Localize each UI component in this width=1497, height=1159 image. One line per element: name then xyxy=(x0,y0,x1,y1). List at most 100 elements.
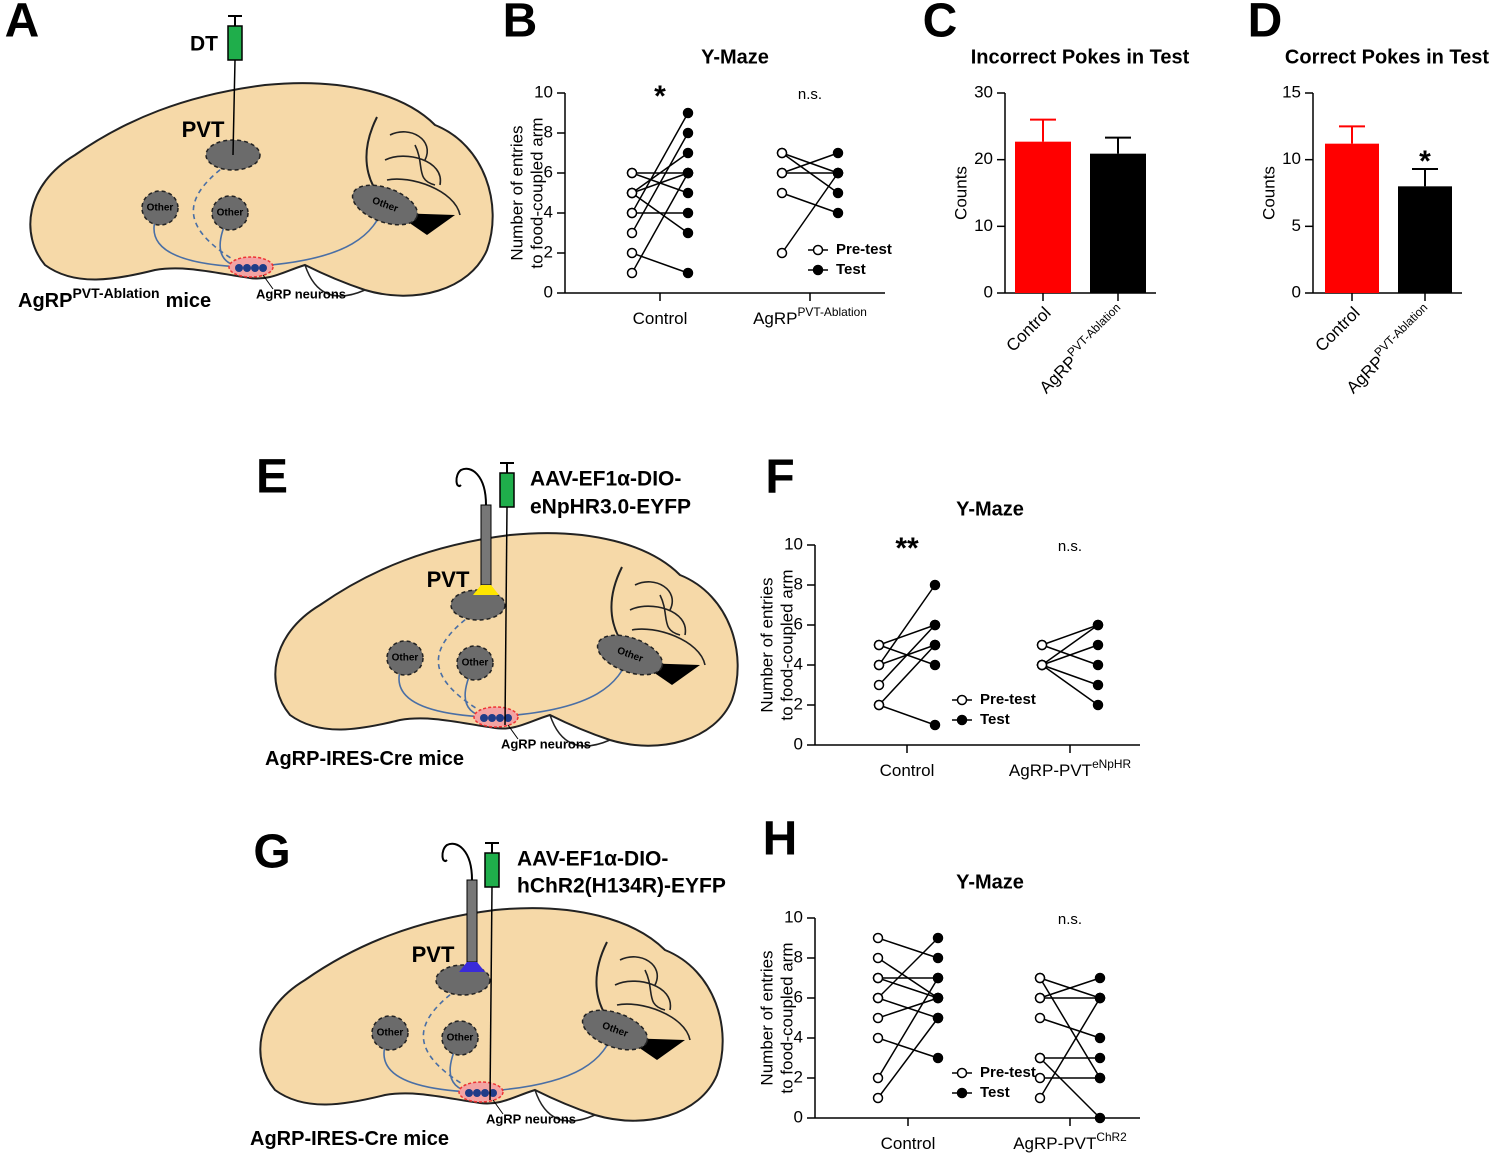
y-tick-label: 6 xyxy=(794,614,803,633)
y-axis-label: Counts xyxy=(951,166,970,220)
pre-test-point xyxy=(872,1092,884,1104)
test-point xyxy=(929,579,941,591)
x-tick-label: AgRP-PVTChR2 xyxy=(1013,1130,1127,1153)
agrp-neuron xyxy=(243,264,251,272)
panel-label: C xyxy=(923,0,958,48)
y-tick-label: 10 xyxy=(784,907,803,926)
mouse-label: AgRPPVT-Ablation mice xyxy=(18,285,211,313)
neurons-label: AgRP neurons xyxy=(256,286,346,301)
pre-test-point xyxy=(1034,1072,1046,1084)
pair-line xyxy=(877,937,939,999)
chart-title: Incorrect Pokes in Test xyxy=(971,46,1190,68)
significance: * xyxy=(1419,145,1431,178)
pre-test-point xyxy=(872,972,884,984)
fiber-cable xyxy=(455,467,487,506)
pre-test-point xyxy=(872,1072,884,1084)
legend-marker xyxy=(812,264,824,276)
y-axis-label: Counts xyxy=(1259,166,1278,220)
pair-line xyxy=(1039,1017,1101,1039)
pair-line xyxy=(631,172,689,274)
x-tick-label-text: AgRP-PVT xyxy=(1013,1134,1096,1153)
projection-pvt xyxy=(192,159,247,268)
y-tick-label: 0 xyxy=(544,282,553,301)
injection-label: AAV-EF1α-DIO- xyxy=(530,468,681,491)
light-cone xyxy=(459,962,485,972)
pre-test-point xyxy=(1034,992,1046,1004)
y-tick-label: 2 xyxy=(794,1067,803,1086)
test-point xyxy=(832,187,844,199)
chart-title: Y-Maze xyxy=(701,46,769,68)
agrp-neuron xyxy=(504,714,512,722)
pre-test-point xyxy=(872,952,884,964)
pair-line xyxy=(1041,624,1099,646)
other-label: Other xyxy=(147,203,174,214)
pre-test-point xyxy=(872,992,884,1004)
other-label: Other xyxy=(392,653,419,664)
pair-line xyxy=(1041,624,1099,666)
pre-test-point xyxy=(873,679,885,691)
y-tick-label: 15 xyxy=(1282,82,1301,101)
test-point xyxy=(1092,679,1104,691)
legend-label: Test xyxy=(836,261,866,278)
x-tick-label: Control xyxy=(1003,304,1055,356)
y-axis-label: Number of entries xyxy=(757,950,776,1085)
mouse-label-tail: mice xyxy=(166,290,212,312)
x-tick-label-sup: PVT-Ablation xyxy=(1371,300,1430,359)
projection-pvt xyxy=(437,609,492,718)
pre-test-point xyxy=(1034,1092,1046,1104)
bar xyxy=(1015,141,1071,293)
panel-label: B xyxy=(503,0,538,48)
bar xyxy=(1325,143,1379,293)
injection-label: eNpHR3.0-EYFP xyxy=(530,496,691,519)
panel-label: E xyxy=(256,451,288,504)
pair-line xyxy=(781,152,839,174)
other-region xyxy=(456,645,494,681)
x-tick-label: Control xyxy=(1312,304,1364,356)
pair-line xyxy=(781,172,839,254)
other-region xyxy=(371,1015,409,1051)
injection-label: hChR2(H134R)-EYFP xyxy=(517,875,726,898)
y-tick-label: 20 xyxy=(974,149,993,168)
pair-line xyxy=(1041,664,1099,706)
y-tick-label: 6 xyxy=(544,162,553,181)
pair-line xyxy=(1041,664,1099,686)
test-point xyxy=(1094,1112,1106,1124)
fiber-cable xyxy=(441,842,473,881)
y-tick-label: 4 xyxy=(794,1027,803,1046)
chart-title: Correct Pokes in Test xyxy=(1285,46,1489,68)
pair-line xyxy=(631,252,689,274)
legend-label: Pre-test xyxy=(980,691,1036,708)
x-tick-label-sup: ChR2 xyxy=(1096,1130,1127,1144)
x-tick-label-sup: PVT-Ablation xyxy=(1064,300,1123,359)
pair-line xyxy=(1041,644,1099,666)
other-region xyxy=(441,1020,479,1056)
pre-test-point xyxy=(626,247,638,259)
test-point xyxy=(682,187,694,199)
needle xyxy=(232,59,236,156)
agrp-region xyxy=(473,706,519,728)
pair-line xyxy=(877,1017,939,1099)
agrp-neuron xyxy=(480,714,488,722)
agrp-neuron xyxy=(259,264,267,272)
test-point xyxy=(832,207,844,219)
test-point xyxy=(1092,659,1104,671)
test-point xyxy=(1094,1052,1106,1064)
test-point xyxy=(1094,992,1106,1004)
pvt-label: PVT xyxy=(412,942,455,967)
agrp-neuron xyxy=(465,1089,473,1097)
pair-line xyxy=(878,584,936,666)
needle xyxy=(489,886,493,1101)
other-region xyxy=(596,634,664,676)
pointer xyxy=(262,274,274,290)
test-point xyxy=(832,167,844,179)
pre-test-point xyxy=(872,932,884,944)
legend-label: Pre-test xyxy=(980,1064,1036,1081)
test-point xyxy=(929,719,941,731)
test-point xyxy=(682,107,694,119)
agrp-neuron xyxy=(235,264,243,272)
test-point xyxy=(682,207,694,219)
x-tick-label: Control xyxy=(881,1134,936,1153)
panel-label: D xyxy=(1248,0,1283,48)
other-label: Other xyxy=(217,208,244,219)
